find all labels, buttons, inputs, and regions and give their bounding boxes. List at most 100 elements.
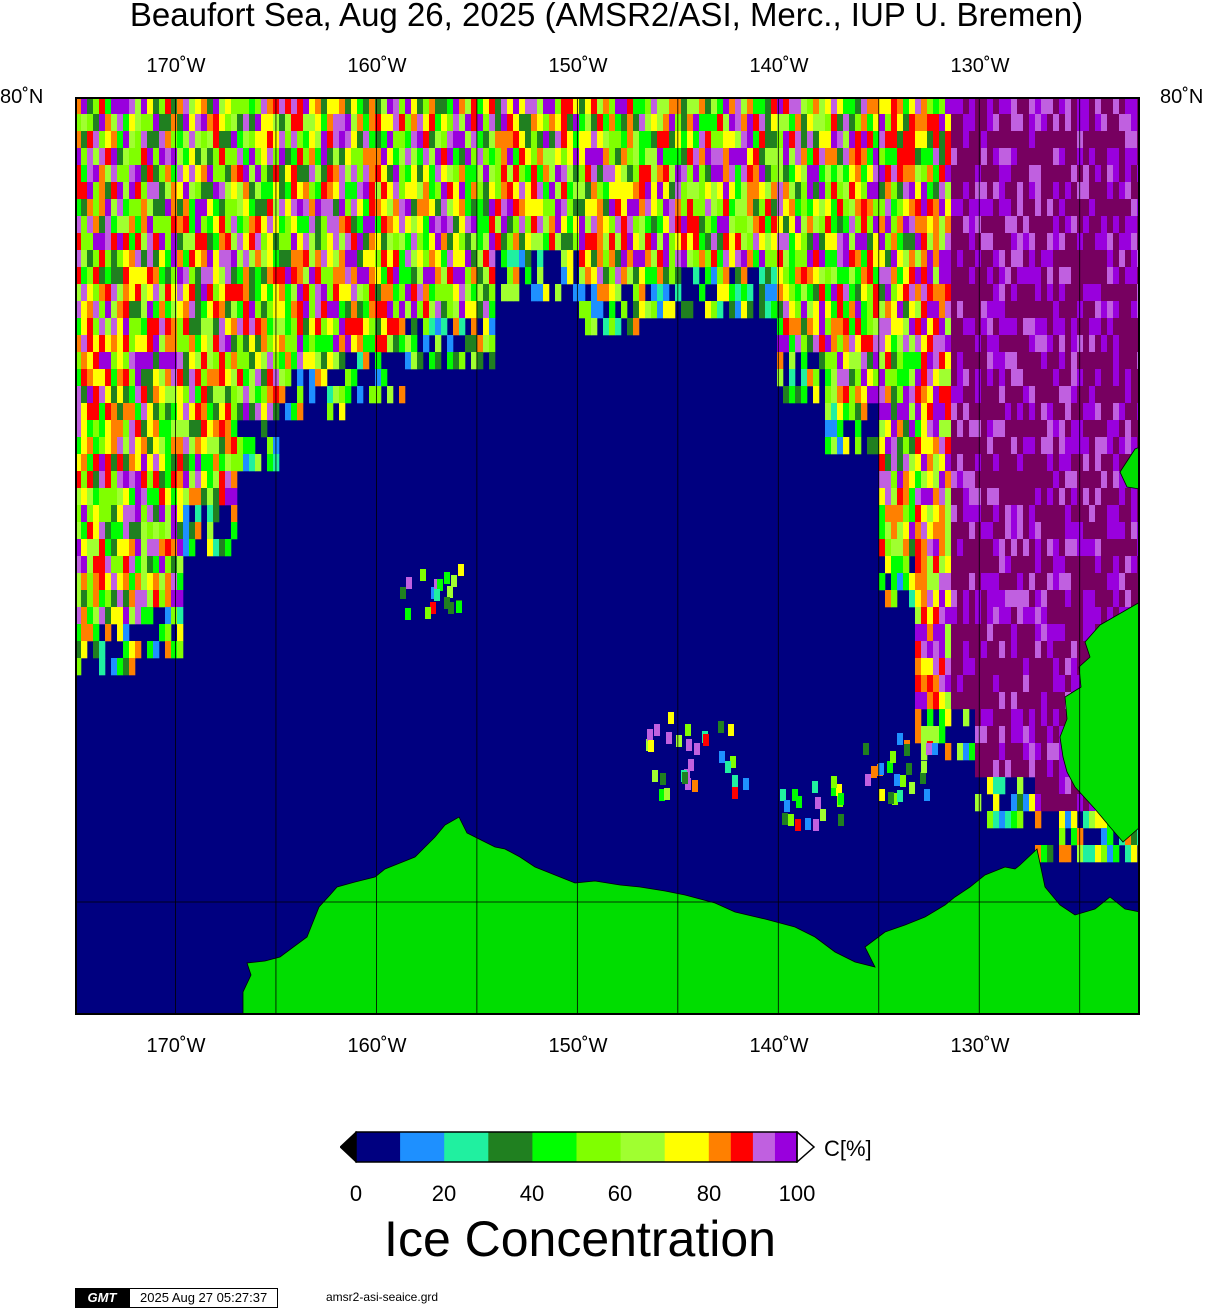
- ice-cell: [111, 216, 118, 234]
- ice-cell: [477, 148, 484, 166]
- ice-cell: [1107, 454, 1114, 472]
- ice-cell: [915, 607, 922, 625]
- ice-cell: [243, 267, 250, 285]
- ice-cell: [1035, 437, 1042, 455]
- ice-cell: [1113, 250, 1120, 268]
- ice-cell: [843, 386, 850, 404]
- ice-cell: [1011, 675, 1018, 693]
- ice-cell: [957, 284, 964, 302]
- ice-cell: [315, 250, 322, 268]
- ice-cell: [891, 199, 898, 217]
- ice-cell: [1017, 590, 1024, 608]
- ice-cell: [789, 369, 796, 387]
- ice-cell: [459, 199, 466, 217]
- ice-cell: [75, 471, 82, 489]
- ice-cell: [945, 352, 952, 370]
- ice-cell: [1101, 420, 1108, 438]
- ice-cell: [237, 284, 244, 302]
- ice-cell: [81, 216, 88, 234]
- ice-cell: [909, 250, 916, 268]
- ice-cell: [471, 199, 478, 217]
- ice-cell: [1107, 386, 1114, 404]
- ice-cell: [375, 131, 382, 149]
- ice-cell: [183, 335, 190, 353]
- ice-cell: [921, 641, 928, 659]
- ice-cell: [159, 590, 166, 608]
- ice-cell: [939, 709, 946, 727]
- ice-cell: [651, 199, 658, 217]
- ice-cell: [915, 131, 922, 149]
- ice-cell: [1089, 318, 1096, 336]
- ice-cell: [975, 114, 982, 132]
- ice-cell: [177, 199, 184, 217]
- ice-cell: [135, 216, 142, 234]
- ice-cell: [945, 131, 952, 149]
- ice-cell: [957, 352, 964, 370]
- ice-cell: [297, 165, 304, 183]
- lon-label-bottom: 170˚W: [146, 1035, 206, 1057]
- ice-cell: [105, 522, 112, 540]
- ice-cell: [789, 250, 796, 268]
- ice-cell: [123, 658, 130, 676]
- ice-cell: [219, 403, 226, 421]
- ice-cell: [1095, 437, 1102, 455]
- ice-cell: [993, 199, 1000, 217]
- ice-cell: [93, 454, 100, 472]
- ice-cell: [237, 403, 244, 421]
- ice-cell: [1059, 386, 1066, 404]
- ice-cell: [1017, 352, 1024, 370]
- ice-cell: [621, 182, 628, 200]
- ice-cell: [1083, 607, 1090, 625]
- ice-cell: [189, 318, 196, 336]
- ice-cell: [699, 216, 706, 234]
- ice-cell: [900, 775, 906, 787]
- ice-cell: [261, 97, 268, 115]
- ice-cell: [171, 182, 178, 200]
- ice-cell: [891, 386, 898, 404]
- ice-cell: [1107, 590, 1114, 608]
- ice-cell: [1089, 114, 1096, 132]
- ice-cell: [1053, 284, 1060, 302]
- ice-cell: [915, 488, 922, 506]
- ice-cell: [1047, 114, 1054, 132]
- ice-cell: [237, 216, 244, 234]
- ice-cell: [945, 403, 952, 421]
- ice-cell: [1095, 335, 1102, 353]
- ice-cell: [141, 318, 148, 336]
- ice-cell: [513, 199, 520, 217]
- ice-cell: [981, 131, 988, 149]
- ice-cell: [345, 216, 352, 234]
- ice-cell: [285, 131, 292, 149]
- ice-cell: [1095, 454, 1102, 472]
- ice-cell: [153, 182, 160, 200]
- ice-cell: [981, 726, 988, 744]
- ice-cell: [291, 148, 298, 166]
- ice-cell: [417, 148, 424, 166]
- ice-cell: [153, 250, 160, 268]
- ice-cell: [459, 131, 466, 149]
- ice-cell: [969, 624, 976, 642]
- ice-cell: [129, 573, 136, 591]
- ice-cell: [537, 131, 544, 149]
- ice-cell: [195, 420, 202, 438]
- ice-cell: [885, 97, 892, 115]
- ice-cell: [1113, 471, 1120, 489]
- ice-cell: [435, 267, 442, 285]
- ice-cell: [957, 182, 964, 200]
- ice-cell: [711, 216, 718, 234]
- ice-cell: [201, 250, 208, 268]
- ice-cell: [243, 369, 250, 387]
- ice-cell: [147, 335, 154, 353]
- ice-cell: [321, 114, 328, 132]
- ice-cell: [1059, 420, 1066, 438]
- ice-cell: [969, 590, 976, 608]
- ice-cell: [1047, 607, 1054, 625]
- prince-patrick-coast: [1119, 446, 1140, 490]
- ice-cell: [345, 335, 352, 353]
- ice-cell: [1131, 114, 1138, 132]
- ice-cell: [165, 114, 172, 132]
- ice-cell: [429, 97, 436, 115]
- ice-cell: [327, 114, 334, 132]
- ice-cell: [135, 335, 142, 353]
- ice-cell: [894, 774, 900, 786]
